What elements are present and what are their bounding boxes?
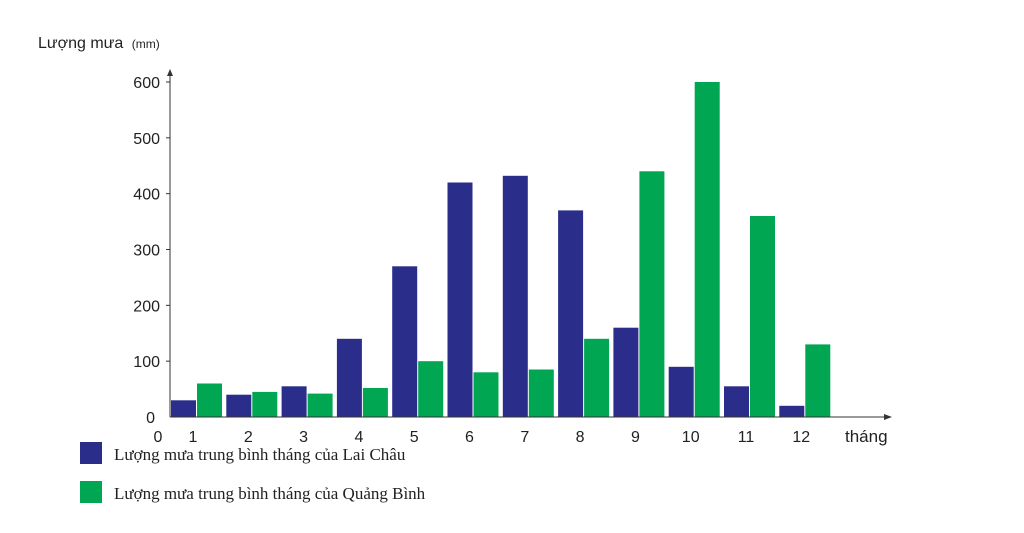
- y-axis-label-text: Lượng mưa: [38, 35, 123, 52]
- bar-lai-chau-9: [613, 327, 639, 417]
- y-tick-label-400: 400: [133, 187, 160, 204]
- y-axis-arrow: [167, 69, 173, 76]
- y-tick-label-600: 600: [133, 75, 160, 92]
- x-axis-label: tháng: [845, 427, 888, 446]
- bar-quang-binh-10: [694, 82, 720, 417]
- x-tick-label-11: 11: [738, 429, 755, 446]
- bar-quang-binh-5: [418, 361, 444, 417]
- x-tick-label-12: 12: [792, 429, 810, 446]
- bar-quang-binh-2: [252, 391, 278, 417]
- bar-lai-chau-2: [226, 394, 252, 417]
- bar-lai-chau-12: [779, 405, 805, 417]
- bar-quang-binh-6: [473, 372, 499, 417]
- bars-group: [171, 82, 831, 418]
- legend-label-lai-chau: Lượng mưa trung bình tháng của Lai Châu: [114, 445, 406, 464]
- x-tick-label-3: 3: [299, 429, 308, 446]
- x-tick-label-7: 7: [520, 429, 529, 446]
- bar-quang-binh-12: [805, 344, 831, 417]
- x-tick-label-9: 9: [631, 429, 640, 446]
- axes-group: [167, 69, 892, 420]
- x-tick-label-2: 2: [244, 429, 253, 446]
- x-tick-label-4: 4: [354, 429, 363, 446]
- x-tick-label-10: 10: [682, 429, 700, 446]
- x-axis-arrow: [884, 414, 892, 420]
- legend: Lượng mưa trung bình tháng của Lai Châu L…: [80, 442, 426, 503]
- bar-lai-chau-10: [668, 366, 694, 418]
- origin-label: 0: [154, 429, 163, 446]
- bar-quang-binh-3: [307, 393, 333, 417]
- y-tick-label-200: 200: [133, 298, 160, 315]
- bar-quang-binh-11: [750, 216, 775, 417]
- bar-lai-chau-11: [724, 386, 749, 417]
- bar-quang-binh-1: [197, 383, 222, 417]
- bar-quang-binh-7: [528, 369, 554, 417]
- bar-lai-chau-5: [392, 266, 418, 418]
- bar-quang-binh-8: [584, 338, 610, 417]
- bar-quang-binh-4: [362, 388, 388, 417]
- legend-label-quang-binh: Lượng mưa trung bình tháng của Quảng Bìn…: [114, 484, 426, 503]
- bar-lai-chau-1: [171, 400, 196, 418]
- y-axis-label: Lượng mưa (mm): [38, 35, 160, 52]
- y-tick-label-300: 300: [133, 243, 160, 260]
- x-tick-label-6: 6: [465, 429, 474, 446]
- legend-swatch-quang-binh: [80, 481, 102, 503]
- bar-lai-chau-3: [281, 386, 307, 417]
- bar-lai-chau-8: [558, 210, 584, 417]
- x-tick-label-8: 8: [576, 429, 585, 446]
- y-axis-unit: (mm): [132, 37, 160, 51]
- bar-lai-chau-7: [502, 175, 528, 417]
- y-tick-label-500: 500: [133, 131, 160, 148]
- y-tick-label-100: 100: [133, 354, 160, 371]
- bar-lai-chau-4: [336, 338, 362, 417]
- x-tick-label-5: 5: [410, 429, 419, 446]
- legend-swatch-lai-chau: [80, 442, 102, 464]
- y-tick-label-0: 0: [146, 410, 155, 427]
- bar-lai-chau-6: [447, 182, 473, 417]
- x-tick-label-1: 1: [189, 429, 198, 446]
- bar-quang-binh-9: [639, 171, 665, 417]
